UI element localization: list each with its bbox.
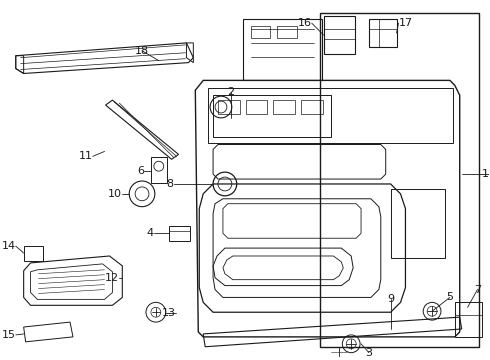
Bar bbox=[319, 13, 479, 347]
Bar bbox=[277, 26, 297, 38]
Text: 5: 5 bbox=[446, 292, 453, 302]
Text: 15: 15 bbox=[2, 330, 16, 340]
Bar bbox=[245, 100, 268, 114]
Text: 12: 12 bbox=[105, 273, 120, 283]
Text: 8: 8 bbox=[167, 179, 173, 189]
Bar bbox=[218, 100, 240, 114]
Bar bbox=[455, 302, 482, 337]
Text: 6: 6 bbox=[137, 166, 144, 176]
Bar bbox=[323, 16, 355, 54]
Text: 1: 1 bbox=[482, 169, 490, 179]
Text: 3: 3 bbox=[366, 348, 372, 358]
Text: 7: 7 bbox=[474, 284, 481, 294]
Text: 10: 10 bbox=[108, 189, 122, 199]
Text: 11: 11 bbox=[79, 151, 93, 161]
Text: 16: 16 bbox=[298, 18, 312, 28]
Bar bbox=[369, 19, 396, 47]
Bar bbox=[250, 26, 270, 38]
Bar bbox=[213, 95, 331, 136]
Text: 4: 4 bbox=[147, 228, 154, 238]
Text: 2: 2 bbox=[227, 87, 234, 97]
Bar bbox=[151, 157, 167, 183]
Text: 13: 13 bbox=[162, 308, 175, 318]
Bar bbox=[169, 226, 191, 241]
Text: 14: 14 bbox=[1, 241, 16, 251]
Text: 17: 17 bbox=[398, 18, 413, 28]
Text: 18: 18 bbox=[135, 46, 149, 56]
Bar bbox=[208, 88, 453, 143]
Bar bbox=[273, 100, 295, 114]
Text: 9: 9 bbox=[387, 294, 394, 305]
Bar bbox=[243, 19, 321, 80]
Bar bbox=[301, 100, 322, 114]
Bar bbox=[391, 189, 445, 258]
Bar bbox=[24, 246, 44, 261]
